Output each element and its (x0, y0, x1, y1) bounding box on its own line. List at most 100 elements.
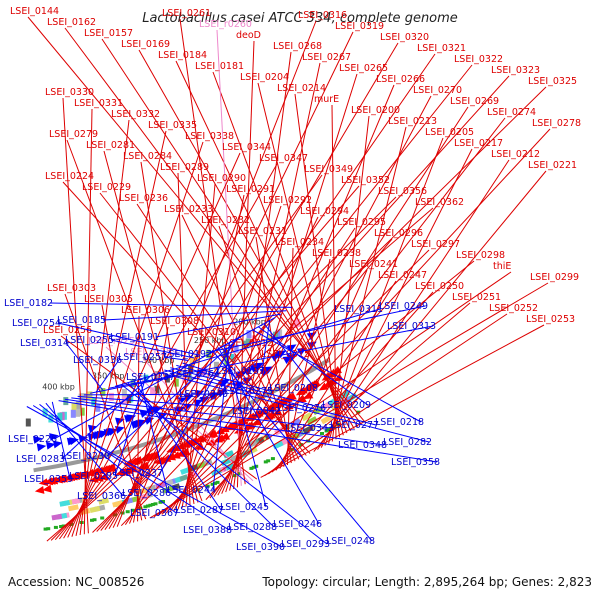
forward-gene-label[interactable]: LSEI_r0258 (88, 336, 141, 347)
reverse-gene-label[interactable]: LSEI_0340 (179, 389, 228, 400)
reverse-gene-label[interactable]: LSEI_0185 (57, 315, 106, 326)
forward-gene-label[interactable]: LSEI_0157 (84, 28, 133, 39)
reverse-gene-label[interactable]: LSEI_0313 (387, 321, 436, 332)
forward-gene-label[interactable]: LSEI_0184 (158, 50, 207, 61)
forward-gene-label[interactable]: LSEI_0310 (187, 327, 236, 338)
reverse-gene-label[interactable]: LSEI_0348 (338, 440, 387, 451)
forward-gene-label[interactable]: LSEI_r0260 (199, 19, 252, 30)
forward-gene-label[interactable]: LSEI_0292 (263, 195, 312, 206)
forward-gene-label[interactable]: deoD (236, 30, 261, 41)
forward-gene-label[interactable]: LSEI_0267 (302, 52, 351, 63)
forward-gene-label[interactable]: LSEI_0349 (304, 164, 353, 175)
forward-gene-label[interactable]: LSEI_0250 (415, 281, 464, 292)
forward-gene-label[interactable]: LSEI_0232 (201, 215, 250, 226)
reverse-gene-label[interactable]: LSEI_0209 (322, 400, 371, 411)
forward-gene-label[interactable]: LSEI_0162 (47, 17, 96, 28)
reverse-gene-label[interactable]: LSEI_0277 (330, 420, 379, 431)
forward-gene-label[interactable]: LSEI_0284 (123, 151, 172, 162)
reverse-gene-label[interactable]: LSEI_0311 (334, 304, 383, 315)
forward-gene-label[interactable]: LSEI_0305 (84, 294, 133, 305)
forward-gene-label[interactable]: LSEI_0362 (415, 197, 464, 208)
forward-gene-label[interactable]: LSEI_0321 (417, 43, 466, 54)
reverse-gene-label[interactable]: LSEI_0244 (167, 485, 216, 496)
forward-gene-label[interactable]: LSEI_0270 (413, 85, 462, 96)
forward-gene-label[interactable]: LSEI_0234 (275, 237, 324, 248)
forward-gene-label[interactable]: LSEI_0224 (45, 171, 94, 182)
forward-gene-label[interactable]: murE (314, 94, 339, 105)
reverse-gene-label[interactable]: LSEI_0191 (110, 332, 159, 343)
forward-gene-label[interactable]: LSEI_0269 (450, 96, 499, 107)
forward-gene-label[interactable]: LSEI_0294 (300, 206, 349, 217)
forward-gene-label[interactable]: LSEI_0297 (411, 239, 460, 250)
forward-gene-label[interactable]: LSEI_0352 (341, 175, 390, 186)
forward-gene-label[interactable]: LSEI_0338 (185, 131, 234, 142)
forward-gene-label[interactable]: LSEI_0274 (487, 107, 536, 118)
forward-gene-label[interactable]: LSEI_0278 (532, 118, 581, 129)
reverse-gene-label[interactable]: LSEI_0358 (391, 457, 440, 468)
forward-gene-label[interactable]: LSEI_0253 (526, 314, 575, 325)
reverse-gene-label[interactable]: LSEI_0226 (8, 434, 57, 445)
forward-gene-label[interactable]: LSEI_0214 (277, 83, 326, 94)
forward-gene-label[interactable]: LSEI_0356 (378, 186, 427, 197)
reverse-gene-label[interactable]: LSEI_0276 (277, 403, 326, 414)
forward-gene-label[interactable]: LSEI_0290 (197, 173, 246, 184)
forward-gene-label[interactable]: LSEI_r0259 (125, 347, 178, 358)
forward-gene-label[interactable]: LSEI_0299 (530, 272, 579, 283)
forward-gene-label[interactable]: LSEI_0169 (121, 39, 170, 50)
reverse-gene-label[interactable]: LSEI_0255 (65, 335, 114, 346)
reverse-gene-label[interactable]: LSEI_0192 (163, 349, 212, 360)
reverse-gene-label[interactable]: LSEI_0248 (326, 536, 375, 547)
forward-gene-label[interactable]: LSEI_0205 (425, 127, 474, 138)
reverse-gene-label[interactable]: LSEI_0337 (126, 372, 175, 383)
forward-gene-label[interactable]: LSEI_0316 (298, 10, 347, 21)
forward-gene-label[interactable]: LSEI_0289 (160, 162, 209, 173)
forward-gene-label[interactable]: LSEI_0144 (10, 6, 59, 17)
forward-gene-label[interactable]: LSEI_0323 (491, 65, 540, 76)
forward-gene-label[interactable]: LSEI_0308 (150, 316, 199, 327)
reverse-gene-label[interactable]: LSEI_0286 (122, 488, 171, 499)
forward-gene-label[interactable]: LSEI_0236 (119, 193, 168, 204)
reverse-gene-label[interactable]: LSEI_0197 (216, 366, 265, 377)
reverse-gene-label[interactable]: LSEI_0230 (61, 451, 110, 462)
forward-gene-label[interactable]: LSEI_0331 (74, 98, 123, 109)
reverse-gene-label[interactable]: LSEI_0245 (220, 502, 269, 513)
reverse-gene-label[interactable]: LSEI_0359 (24, 474, 73, 485)
reverse-gene-label[interactable]: LSEI_0208 (269, 383, 318, 394)
forward-gene-label[interactable]: LSEI_0344 (222, 142, 271, 153)
reverse-gene-label[interactable]: LSEI_0366 (77, 491, 126, 502)
forward-gene-label[interactable]: LSEI_0252 (489, 303, 538, 314)
forward-gene-label[interactable]: LSEI_0212 (491, 149, 540, 160)
reverse-gene-label[interactable]: LSEI_0287 (175, 505, 224, 516)
forward-gene-label[interactable]: LSEI_0265 (339, 63, 388, 74)
reverse-gene-label[interactable]: LSEI_0285 (69, 471, 118, 482)
forward-gene-label[interactable]: LSEI_0325 (528, 76, 577, 87)
forward-gene-label[interactable]: LSEI_0295 (337, 217, 386, 228)
forward-gene-label[interactable]: LSEI_0347 (259, 153, 308, 164)
reverse-gene-label[interactable]: LSEI_0218 (375, 417, 424, 428)
forward-gene-label[interactable]: LSEI_0303 (47, 283, 96, 294)
forward-gene-label[interactable]: LSEI_0231 (238, 226, 287, 237)
reverse-gene-label[interactable]: LSEI_0367 (130, 508, 179, 519)
forward-gene-label[interactable]: LSEI_0204 (240, 72, 289, 83)
reverse-gene-label[interactable]: LSEI_0237 (114, 468, 163, 479)
forward-gene-label[interactable]: LSEI_0319 (335, 21, 384, 32)
forward-gene-label[interactable]: LSEI_0238 (312, 248, 361, 259)
forward-gene-label[interactable]: LSEI_0281 (86, 140, 135, 151)
forward-gene-label[interactable]: LSEI_0213 (388, 116, 437, 127)
reverse-gene-label[interactable]: LSEI_0246 (273, 519, 322, 530)
reverse-gene-label[interactable]: LSEI_0336 (73, 355, 122, 366)
forward-gene-label[interactable]: LSEI_0298 (456, 250, 505, 261)
forward-gene-label[interactable]: LSEI_0181 (195, 61, 244, 72)
forward-gene-label[interactable]: LSEI_0330 (45, 87, 94, 98)
reverse-gene-label[interactable]: LSEI_0342 (232, 406, 281, 417)
reverse-gene-label[interactable]: LSEI_0182 (4, 298, 53, 309)
forward-gene-label[interactable]: LSEI_0241 (349, 259, 398, 270)
reverse-gene-label[interactable]: LSEI_0257 (118, 352, 167, 363)
reverse-gene-label[interactable]: LSEI_0254 (12, 318, 61, 329)
reverse-gene-label[interactable]: LSEI_0314 (20, 338, 69, 349)
forward-gene-label[interactable]: LSEI_0332 (111, 109, 160, 120)
forward-gene-label[interactable]: LSEI_0296 (374, 228, 423, 239)
forward-gene-label[interactable]: LSEI_0335 (148, 120, 197, 131)
reverse-gene-label[interactable]: LSEI_0288 (228, 522, 277, 533)
reverse-gene-label[interactable]: LSEI_0282 (383, 437, 432, 448)
